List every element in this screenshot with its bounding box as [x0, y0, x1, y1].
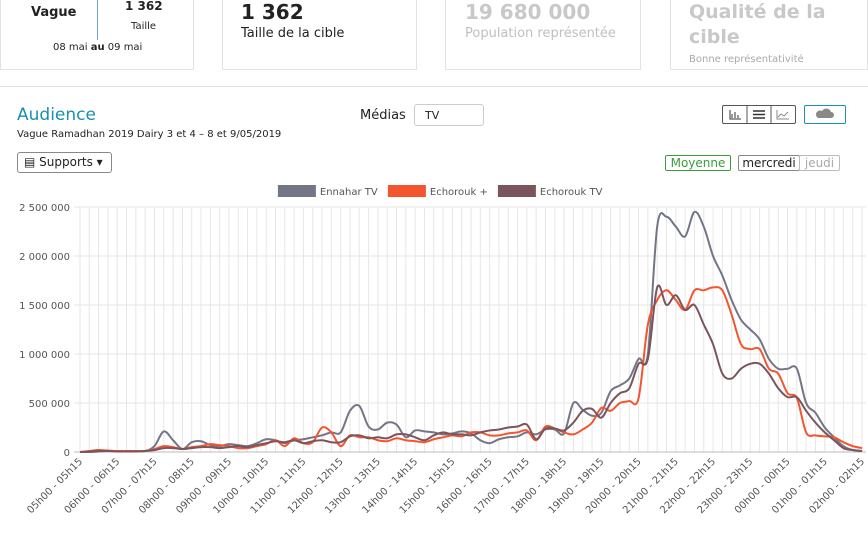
media-select[interactable]: TV [414, 104, 484, 126]
card-label: Population représentée [465, 26, 616, 41]
card-wave: Vague 1 362 Taille 08 mai au 09 mai [0, 0, 194, 70]
view-toggle[interactable] [722, 105, 796, 124]
date: 09 mai [104, 42, 143, 53]
card-dates: 08 mai au 09 mai [53, 42, 142, 53]
card-quality: Qualité de la cible Bonne représentativi… [670, 0, 868, 70]
card-target: 1 362 Taille de la cible [222, 0, 417, 70]
card-value: 1 362 [241, 0, 304, 24]
panel [0, 86, 868, 547]
card-title: Vague [31, 5, 77, 20]
card-population: 19 680 000 Population représentée [445, 0, 641, 70]
card-value: 19 680 000 [465, 0, 591, 24]
card-value: Qualité de la cible [689, 1, 826, 48]
view-icons [729, 106, 789, 123]
day-button[interactable]: mercredi [738, 155, 800, 171]
download-button[interactable] [804, 105, 846, 124]
panel-title: Audience [17, 105, 96, 125]
card-value: 1 362 [125, 0, 163, 13]
day-button[interactable]: jeudi [799, 155, 840, 171]
supports-button[interactable]: ▤ Supports ▾ [17, 152, 112, 173]
icon-bar [729, 110, 741, 120]
supports-label: Supports [39, 155, 93, 169]
cloud-icon [815, 108, 834, 118]
date-sep: au [90, 42, 105, 53]
media-label: Médias [360, 108, 406, 123]
cloud [815, 108, 834, 118]
panel-subtitle: Vague Ramadhan 2019 Dairy 3 et 4 – 8 et … [17, 129, 282, 140]
date: 08 mai [53, 42, 91, 53]
card-value-label: Taille [131, 21, 157, 32]
card-label: Taille de la cible [241, 26, 345, 41]
icon-line [776, 110, 789, 120]
divider [97, 0, 98, 40]
card-label: Bonne représentativité [689, 54, 804, 65]
avg-button[interactable]: Moyenne [665, 155, 731, 171]
icon-table [753, 110, 765, 119]
